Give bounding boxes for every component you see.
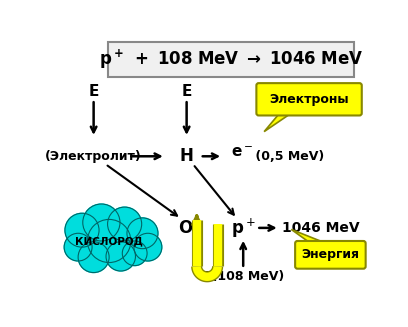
Text: E: E (89, 84, 99, 99)
Circle shape (64, 233, 92, 261)
Text: e$^-$: e$^-$ (231, 145, 253, 160)
Circle shape (127, 218, 158, 249)
Circle shape (87, 219, 131, 263)
Text: E: E (182, 84, 192, 99)
Circle shape (65, 213, 99, 247)
Circle shape (83, 204, 120, 241)
Text: Энергия: Энергия (302, 248, 359, 261)
FancyBboxPatch shape (295, 241, 366, 269)
Circle shape (122, 241, 147, 266)
Circle shape (134, 233, 162, 261)
Text: (Электролит): (Электролит) (45, 150, 142, 163)
FancyBboxPatch shape (109, 42, 354, 77)
Text: Электроны: Электроны (269, 93, 349, 106)
Text: H: H (180, 147, 193, 165)
Text: O$_2$: O$_2$ (177, 218, 200, 238)
Text: p$^+$: p$^+$ (231, 216, 256, 240)
Text: (0,5 MeV): (0,5 MeV) (251, 150, 324, 163)
Text: $\mathbf{p^+}$$\mathbf{\ +\ 108\ MeV\ \rightarrow\ 1046\ MeV}$: $\mathbf{p^+}$$\mathbf{\ +\ 108\ MeV\ \r… (99, 48, 364, 71)
Text: E(108 MeV): E(108 MeV) (203, 270, 284, 283)
Circle shape (106, 242, 135, 271)
Text: 1046 MeV: 1046 MeV (282, 221, 359, 235)
Polygon shape (264, 113, 291, 132)
Circle shape (78, 242, 109, 272)
Text: КИСЛОРОД: КИСЛОРОД (75, 236, 143, 246)
Circle shape (108, 207, 142, 241)
Polygon shape (291, 230, 326, 243)
FancyBboxPatch shape (256, 83, 362, 115)
